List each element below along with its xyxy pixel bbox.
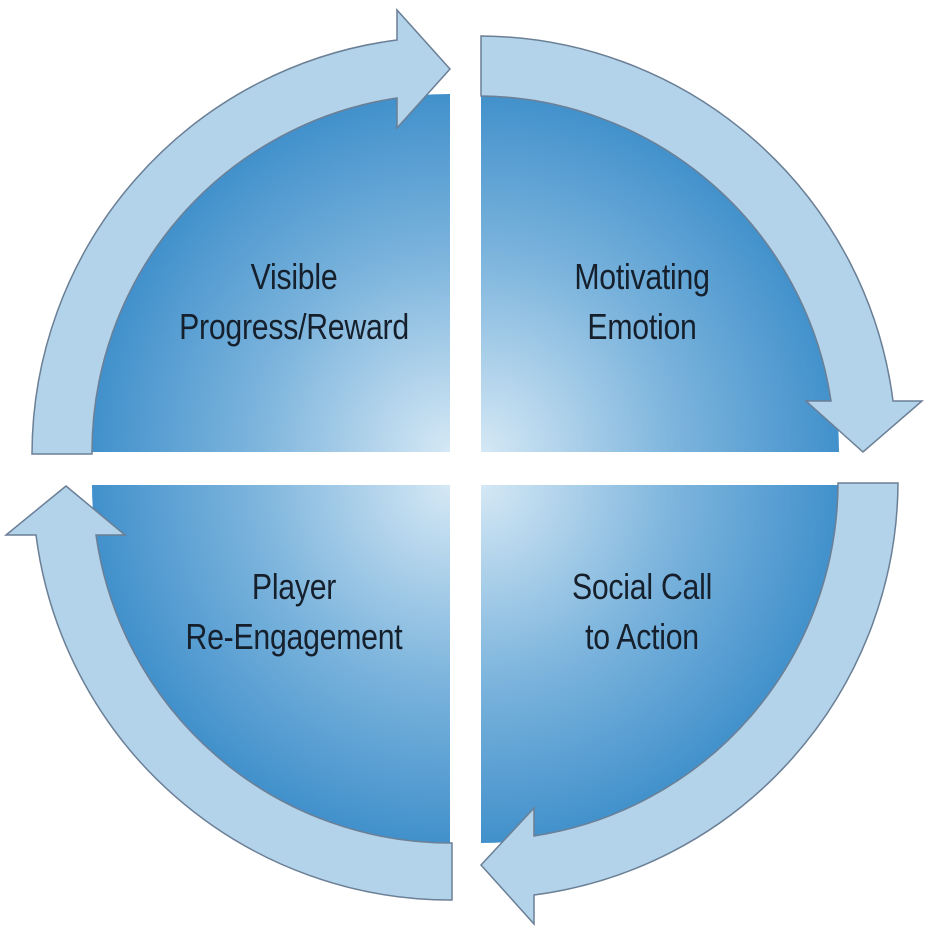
quadrant-top-left <box>92 94 450 452</box>
arrow-top-right <box>480 35 925 453</box>
label-line: Social Call <box>571 566 713 607</box>
label-line: to Action <box>585 616 699 657</box>
quadrant-label-motivating-emotion: Motivating Emotion <box>516 252 768 352</box>
quadrant-top-right <box>481 94 839 452</box>
quadrant-label-social-call-to-action: Social Call to Action <box>516 562 768 662</box>
quadrant-bottom-right <box>481 485 839 843</box>
label-line: Player <box>251 566 337 607</box>
arrow-bottom-right <box>479 482 899 926</box>
arrow-bottom-left <box>3 485 453 901</box>
quadrant-bottom-left <box>92 485 450 843</box>
label-line: Motivating <box>574 256 710 297</box>
quadrant-label-player-re-engagement: Player Re-Engagement <box>168 562 420 662</box>
label-line: Emotion <box>587 306 697 347</box>
label-line: Progress/Reward <box>179 306 409 347</box>
quadrant-label-visible-progress-reward: Visible Progress/Reward <box>168 252 420 352</box>
arrow-top-left <box>31 8 452 455</box>
label-line: Visible <box>250 256 338 297</box>
label-line: Re-Engagement <box>185 616 403 657</box>
